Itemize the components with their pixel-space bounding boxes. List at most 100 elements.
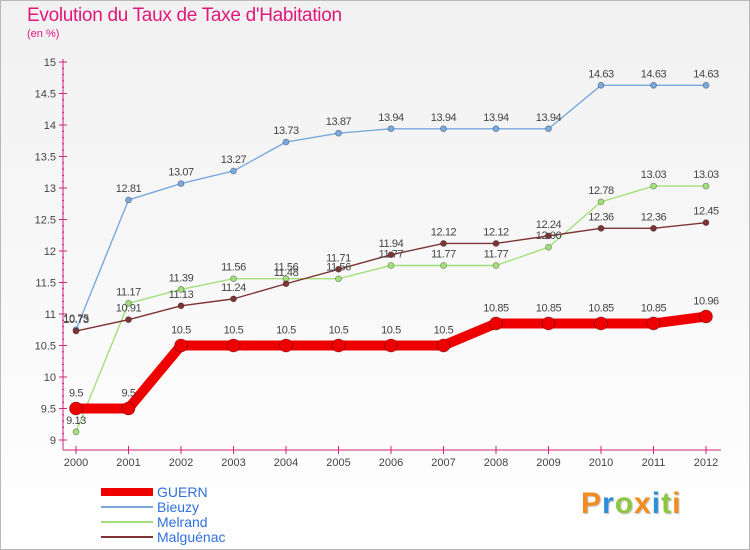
data-label-melrand: 11.56 xyxy=(274,262,299,274)
x-tick-label: 2005 xyxy=(326,457,350,469)
data-point-melrand xyxy=(492,262,500,269)
data-point-malgu-nac xyxy=(702,219,710,227)
data-label-melrand: 11.77 xyxy=(431,248,456,260)
data-label-bieuzy: 14.63 xyxy=(641,68,667,80)
data-label-malgu-nac: 11.94 xyxy=(379,238,404,250)
data-label-guern: 10.85 xyxy=(588,302,614,314)
logo-letter: t xyxy=(661,487,673,520)
data-point-guern xyxy=(646,316,661,331)
legend-label: Melrand xyxy=(157,514,208,530)
data-label-melrand: 11.17 xyxy=(116,286,141,298)
data-point-guern xyxy=(226,338,241,353)
data-label-bieuzy: 13.27 xyxy=(221,154,247,166)
data-point-malgu-nac xyxy=(125,316,132,324)
x-tick-label: 2001 xyxy=(116,457,140,469)
y-tick-label: 10.5 xyxy=(35,341,56,353)
data-point-malgu-nac xyxy=(650,224,657,232)
x-tick-label: 2011 xyxy=(642,457,666,469)
data-label-bieuzy: 13.87 xyxy=(326,116,352,128)
data-label-bieuzy: 13.94 xyxy=(483,112,509,124)
data-label-malgu-nac: 10.91 xyxy=(116,303,142,315)
y-tick-label: 11.5 xyxy=(35,278,56,290)
data-label-malgu-nac: 11.71 xyxy=(326,252,351,264)
data-label-guern: 10.5 xyxy=(171,325,191,337)
data-point-bieuzy xyxy=(702,81,710,89)
data-point-guern xyxy=(121,401,136,416)
data-point-bieuzy xyxy=(440,125,447,133)
data-label-melrand: 11.77 xyxy=(484,248,509,260)
data-label-melrand: 11.56 xyxy=(326,262,351,274)
data-point-bieuzy xyxy=(650,81,657,89)
data-label-malgu-nac: 11.24 xyxy=(221,282,246,294)
data-label-guern: 9.5 xyxy=(121,388,135,400)
y-tick-label: 12.5 xyxy=(35,215,56,227)
legend-swatch xyxy=(101,521,153,523)
data-label-malgu-nac: 12.36 xyxy=(588,211,614,223)
data-point-guern xyxy=(279,338,293,353)
data-point-malgu-nac xyxy=(72,327,80,335)
data-point-bieuzy xyxy=(545,125,552,133)
x-tick-label: 2008 xyxy=(484,457,508,469)
data-point-melrand xyxy=(177,286,185,293)
y-tick-label: 9.5 xyxy=(41,404,56,416)
data-point-guern xyxy=(174,338,188,353)
data-point-guern xyxy=(331,338,346,353)
x-tick-label: 2012 xyxy=(694,457,718,469)
x-tick-label: 2003 xyxy=(221,457,245,469)
data-point-bieuzy xyxy=(125,196,132,204)
data-label-malgu-nac: 11.13 xyxy=(169,289,194,301)
logo-letter: i xyxy=(651,487,662,520)
legend-swatch xyxy=(101,536,153,538)
y-tick-label: 15 xyxy=(44,57,56,69)
data-point-bieuzy xyxy=(492,125,500,133)
data-point-malgu-nac xyxy=(440,240,447,247)
logo-letter: r xyxy=(602,487,615,520)
data-point-malgu-nac xyxy=(545,232,552,240)
legend-label: Malguénac xyxy=(157,529,226,545)
data-label-bieuzy: 13.07 xyxy=(168,167,194,179)
data-point-melrand xyxy=(702,182,710,190)
x-tick-label: 2000 xyxy=(64,457,88,469)
data-label-bieuzy: 13.73 xyxy=(273,125,299,137)
data-point-guern xyxy=(541,316,556,331)
data-label-guern: 10.85 xyxy=(483,302,509,314)
data-point-bieuzy xyxy=(335,129,342,137)
data-label-melrand: 13.03 xyxy=(641,169,667,181)
data-point-bieuzy xyxy=(177,180,185,187)
data-label-melrand: 13.03 xyxy=(693,169,719,181)
data-point-bieuzy xyxy=(597,81,605,89)
data-point-malgu-nac xyxy=(335,265,342,273)
data-point-melrand xyxy=(230,275,237,283)
data-point-malgu-nac xyxy=(177,302,185,310)
logo-letter: x xyxy=(634,487,652,520)
y-tick-label: 13.5 xyxy=(35,152,56,164)
data-point-melrand xyxy=(125,299,132,307)
logo-letter: o xyxy=(614,487,635,520)
data-label-malgu-nac: 12.12 xyxy=(431,226,457,238)
data-label-melrand: 11.56 xyxy=(221,262,246,274)
legend-label: Bieuzy xyxy=(157,499,200,515)
data-label-malgu-nac: 10.73 xyxy=(63,314,89,326)
data-label-melrand: 11.39 xyxy=(169,272,194,284)
data-label-malgu-nac: 12.24 xyxy=(536,219,562,231)
data-label-bieuzy: 13.94 xyxy=(431,112,457,124)
legend-label: GUERN xyxy=(157,484,208,500)
data-point-bieuzy xyxy=(387,125,395,133)
data-label-bieuzy: 10.75 xyxy=(63,313,89,325)
data-point-guern xyxy=(699,309,713,324)
x-tick-label: 2006 xyxy=(379,457,403,469)
y-tick-label: 11 xyxy=(45,309,56,321)
y-tick-label: 12 xyxy=(44,246,56,258)
x-tick-label: 2002 xyxy=(169,457,193,469)
data-point-guern xyxy=(436,338,451,353)
data-label-guern: 9.5 xyxy=(69,388,83,400)
data-point-guern xyxy=(69,401,83,416)
data-label-bieuzy: 14.63 xyxy=(693,68,719,80)
y-tick-label: 13 xyxy=(44,183,56,195)
x-tick-label: 2009 xyxy=(536,457,560,469)
x-tick-label: 2004 xyxy=(274,457,298,469)
data-point-malgu-nac xyxy=(387,251,395,259)
data-label-guern: 10.5 xyxy=(276,325,296,337)
